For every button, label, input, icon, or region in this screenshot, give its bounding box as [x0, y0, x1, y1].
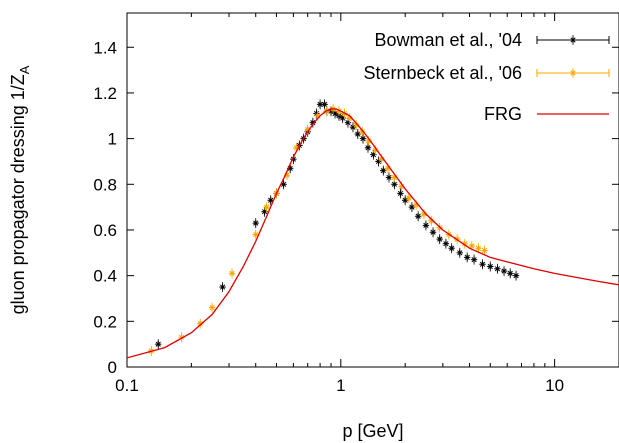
data-point — [397, 188, 404, 199]
data-point — [155, 339, 162, 350]
data-point — [448, 243, 455, 254]
y-tick-label: 0.2 — [93, 312, 117, 331]
data-point — [405, 192, 413, 203]
data-point — [228, 268, 236, 279]
y-axis-title-main: gluon propagator dressing 1/Z — [8, 74, 28, 314]
legend-swatch-bowman — [536, 35, 610, 45]
data-point — [349, 122, 357, 133]
series-sternbeck — [148, 103, 488, 357]
data-point — [321, 99, 328, 110]
data-point — [479, 259, 486, 270]
legend-swatch-marker — [569, 68, 577, 78]
y-tick-label: 0.8 — [93, 175, 117, 194]
data-point — [463, 252, 471, 263]
x-axis-title: p [GeV] — [342, 421, 403, 441]
y-axis-title: gluon propagator dressing 1/ZA — [8, 65, 32, 314]
data-point — [380, 165, 387, 176]
y-tick-label: 0.4 — [93, 267, 117, 286]
data-point — [470, 254, 478, 265]
data-point — [263, 202, 270, 213]
legend-label-sternbeck: Sternbeck et al., '06 — [363, 63, 522, 83]
legend-label-bowman: Bowman et al., '04 — [374, 30, 522, 50]
data-point — [500, 266, 508, 277]
data-point — [252, 229, 259, 240]
data-point — [487, 261, 494, 272]
data-point — [456, 247, 463, 258]
data-point — [461, 238, 468, 249]
series-layer — [126, 99, 619, 359]
data-point — [422, 220, 430, 231]
data-point — [364, 142, 372, 153]
data-point — [208, 302, 216, 313]
data-point — [309, 117, 317, 128]
data-point — [359, 133, 367, 144]
data-point — [429, 227, 437, 238]
data-point — [354, 129, 361, 140]
data-point — [219, 282, 226, 293]
data-point — [414, 211, 422, 222]
data-point — [261, 206, 268, 217]
data-point — [267, 195, 274, 206]
data-point — [436, 234, 443, 245]
series-bowman — [155, 99, 520, 350]
data-point — [494, 263, 501, 274]
data-point — [252, 218, 259, 229]
data-point — [442, 238, 450, 249]
y-tick-label: 1.4 — [93, 38, 117, 57]
legend-swatch-marker — [569, 35, 577, 45]
y-tick-label: 1 — [108, 130, 117, 149]
data-point — [481, 245, 488, 256]
data-point — [512, 270, 520, 281]
x-tick-label: 0.1 — [115, 376, 139, 395]
data-point — [420, 208, 428, 219]
legend-label-frg: FRG — [484, 104, 522, 124]
legend: Bowman et al., '04 Sternbeck et al., '06… — [363, 30, 610, 124]
frg-line — [126, 108, 619, 359]
x-tick-label: 1 — [336, 376, 345, 395]
x-tick-label: 10 — [545, 376, 564, 395]
svg-text:gluon propagator dressing 1/ZA: gluon propagator dressing 1/ZA — [8, 65, 32, 314]
y-tick-label: 0.6 — [93, 221, 117, 240]
data-point — [401, 195, 409, 206]
data-point — [507, 268, 514, 279]
y-tick-label: 0 — [108, 358, 117, 377]
legend-swatch-sternbeck — [536, 68, 610, 78]
ticks: 0 0.2 0.4 0.6 0.8 1 1.2 1.4 0.1 1 10 — [93, 13, 619, 395]
y-axis-title-subscript: A — [17, 65, 32, 74]
y-tick-label: 1.2 — [93, 84, 117, 103]
plot-frame — [126, 12, 619, 368]
data-point — [385, 172, 393, 183]
